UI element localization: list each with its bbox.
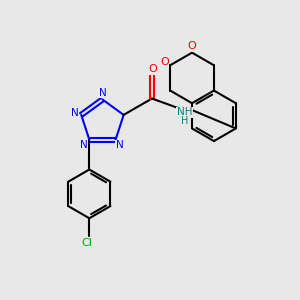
Text: N: N — [80, 140, 88, 150]
Text: NH: NH — [177, 107, 192, 117]
Text: N: N — [116, 140, 123, 150]
Text: N: N — [99, 88, 106, 98]
Text: O: O — [188, 41, 196, 51]
Text: N: N — [71, 108, 79, 118]
Text: H: H — [181, 116, 188, 126]
Text: Cl: Cl — [81, 238, 92, 248]
Text: O: O — [160, 57, 169, 67]
Text: O: O — [148, 64, 157, 74]
